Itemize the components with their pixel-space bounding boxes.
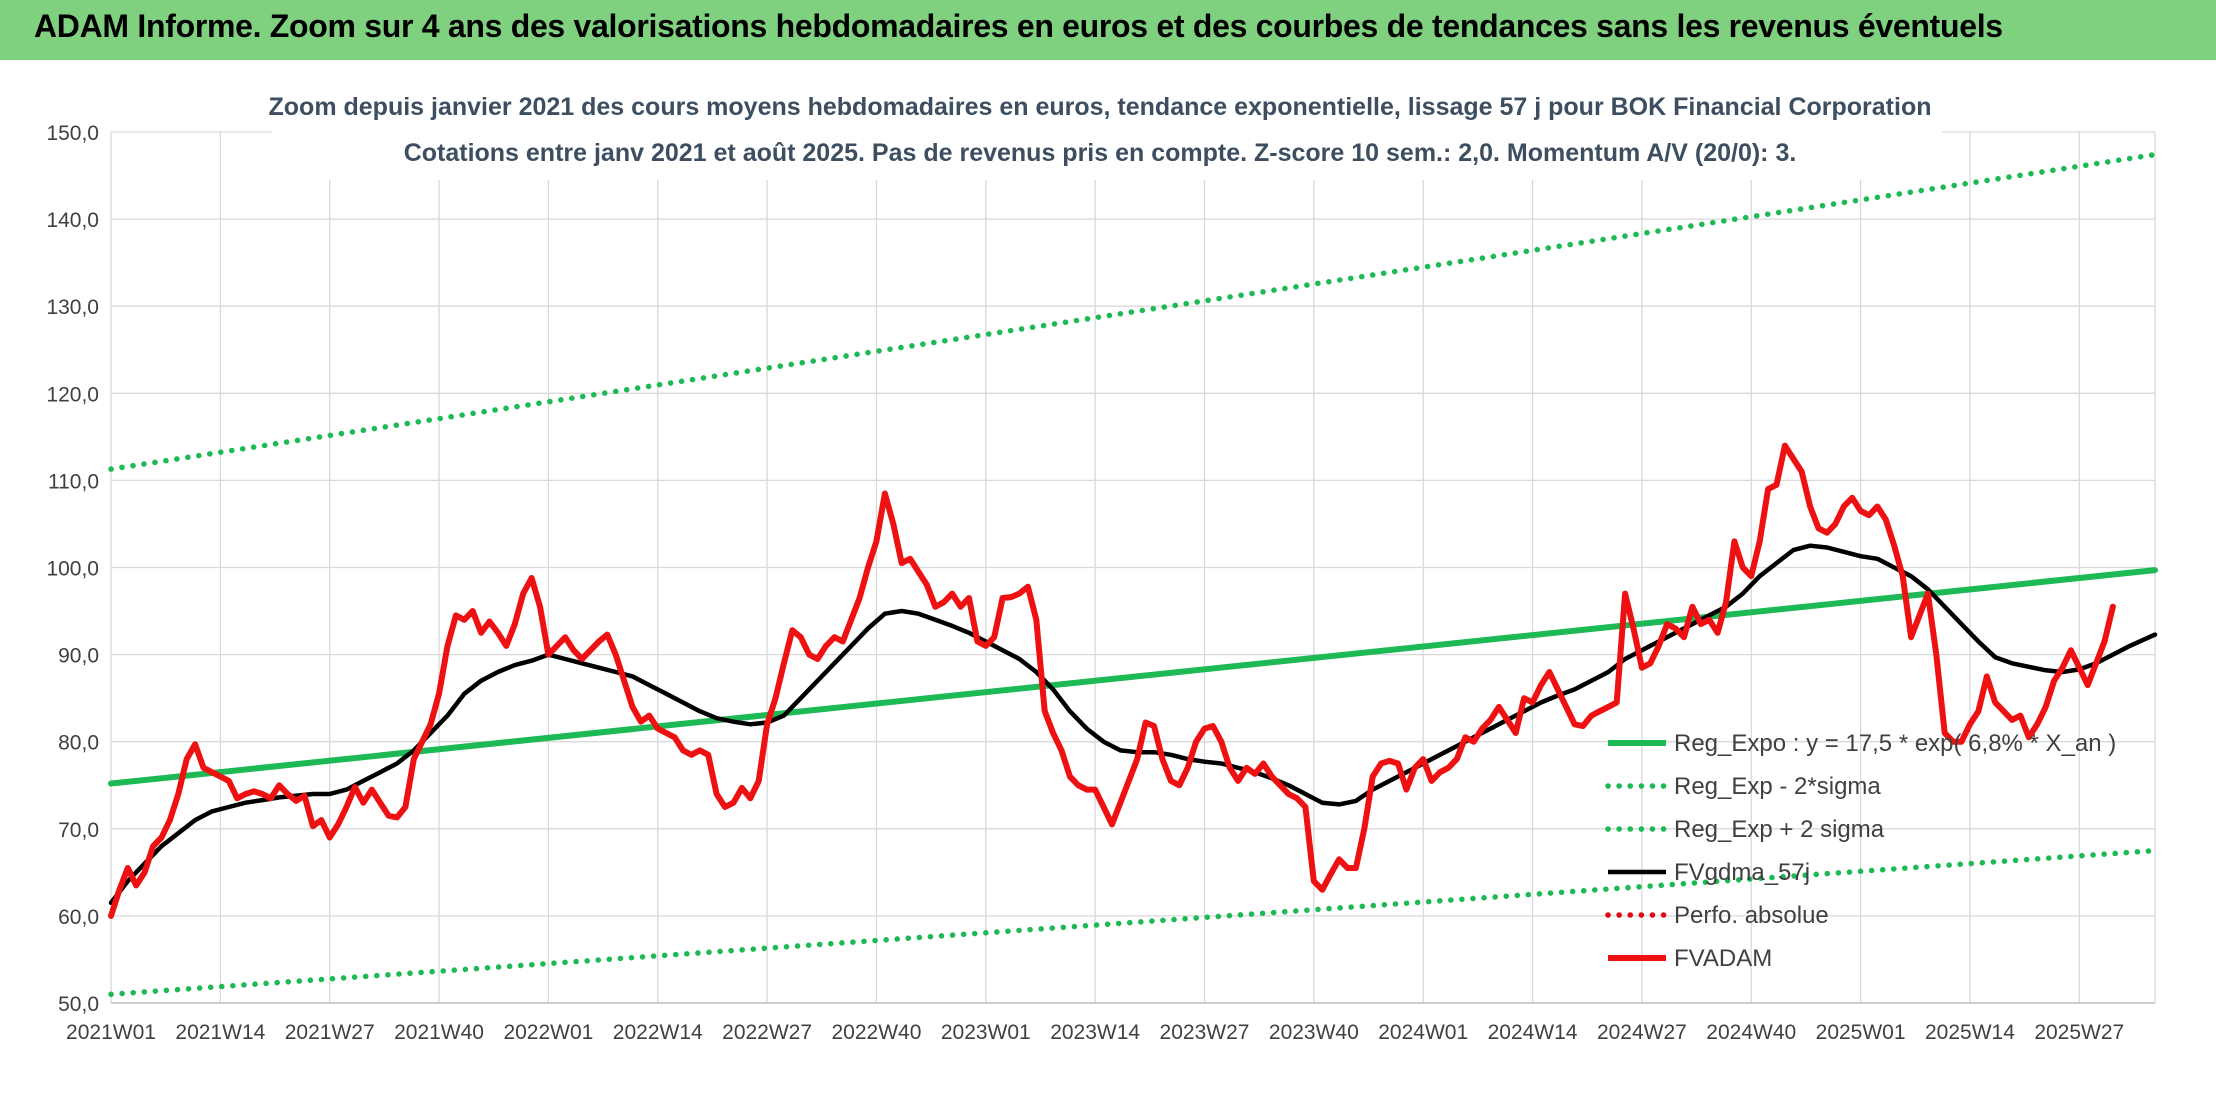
x-tick-label: 2024W27 [1597,1021,1687,1044]
x-tick-label: 2025W27 [2034,1021,2124,1044]
series-line [108,543,2158,906]
y-tick-label: 50,0 [58,993,99,1016]
y-tick-label: 80,0 [58,732,99,755]
x-tick-label: 2024W14 [1488,1021,1578,1044]
y-tick-label: 130,0 [46,296,99,319]
x-tick-label: 2022W01 [503,1021,593,1044]
line-chart: 50,0 60,0 70,0 80,0 90,0 100,0 110,0 120,0 130,0… [0,60,2216,1102]
x-tick-label: 2023W40 [1269,1021,1359,1044]
x-tick-label: 2023W27 [1160,1021,1250,1044]
legend-label: Reg_Expo : y = 17,5 * exp( 6,8% * X_an ) [1674,730,2116,757]
header-bar: ADAM Informe. Zoom sur 4 ans des valoris… [0,0,2216,62]
x-tick-label: 2021W40 [394,1021,484,1044]
series-line [108,847,2158,998]
x-tick-label: 2025W14 [1925,1021,2015,1044]
y-axis: 50,0 60,0 70,0 80,0 90,0 100,0 110,0 120,0 130,0… [46,122,99,1016]
x-tick-label: 2023W14 [1050,1021,1140,1044]
x-tick-label: 2025W01 [1816,1021,1906,1044]
x-tick-label: 2021W27 [285,1021,375,1044]
x-tick-label: 2024W01 [1378,1021,1468,1044]
y-tick-label: 60,0 [58,906,99,929]
x-tick-label: 2023W01 [941,1021,1031,1044]
legend-label: FVADAM [1674,945,1772,972]
page-title: ADAM Informe. Zoom sur 4 ans des valoris… [34,8,2003,44]
x-tick-label: 2021W01 [66,1021,156,1044]
y-tick-label: 150,0 [46,122,99,145]
title-background [272,84,1942,180]
series-line [108,151,2158,472]
legend-label: Perfo. absolue [1674,902,1829,929]
chart-subtitle: Cotations entre janv 2021 et août 2025. … [404,139,1797,167]
x-axis: 2021W01 2021W14 2021W27 2021W40 2022W01 2022W… [66,1002,2155,1044]
legend-label: Reg_Exp - 2*sigma [1674,773,1881,800]
x-tick-label: 2022W40 [831,1021,921,1044]
y-tick-label: 110,0 [48,470,99,493]
legend-label: FVgdma_57j [1674,859,1810,886]
series-line [108,442,2116,919]
y-tick-label: 140,0 [46,209,99,232]
x-tick-label: 2022W27 [722,1021,812,1044]
series-group [108,151,2158,998]
legend: Reg_Expo : y = 17,5 * exp( 6,8% * X_an )… [1605,730,2116,972]
x-tick-label: 2021W14 [175,1021,265,1044]
series-line [108,567,2158,787]
chart-background [0,60,2216,1102]
y-tick-label: 100,0 [46,558,99,581]
y-tick-label: 70,0 [58,819,99,842]
y-tick-label: 120,0 [46,383,99,406]
x-tick-label: 2024W40 [1706,1021,1796,1044]
legend-label: Reg_Exp + 2 sigma [1674,816,1885,843]
chart-title: Zoom depuis janvier 2021 des cours moyen… [269,93,1932,121]
y-tick-label: 90,0 [58,645,99,668]
x-tick-label: 2022W14 [613,1021,703,1044]
chart-area: 50,0 60,0 70,0 80,0 90,0 100,0 110,0 120,0 130,0… [0,60,2216,1102]
